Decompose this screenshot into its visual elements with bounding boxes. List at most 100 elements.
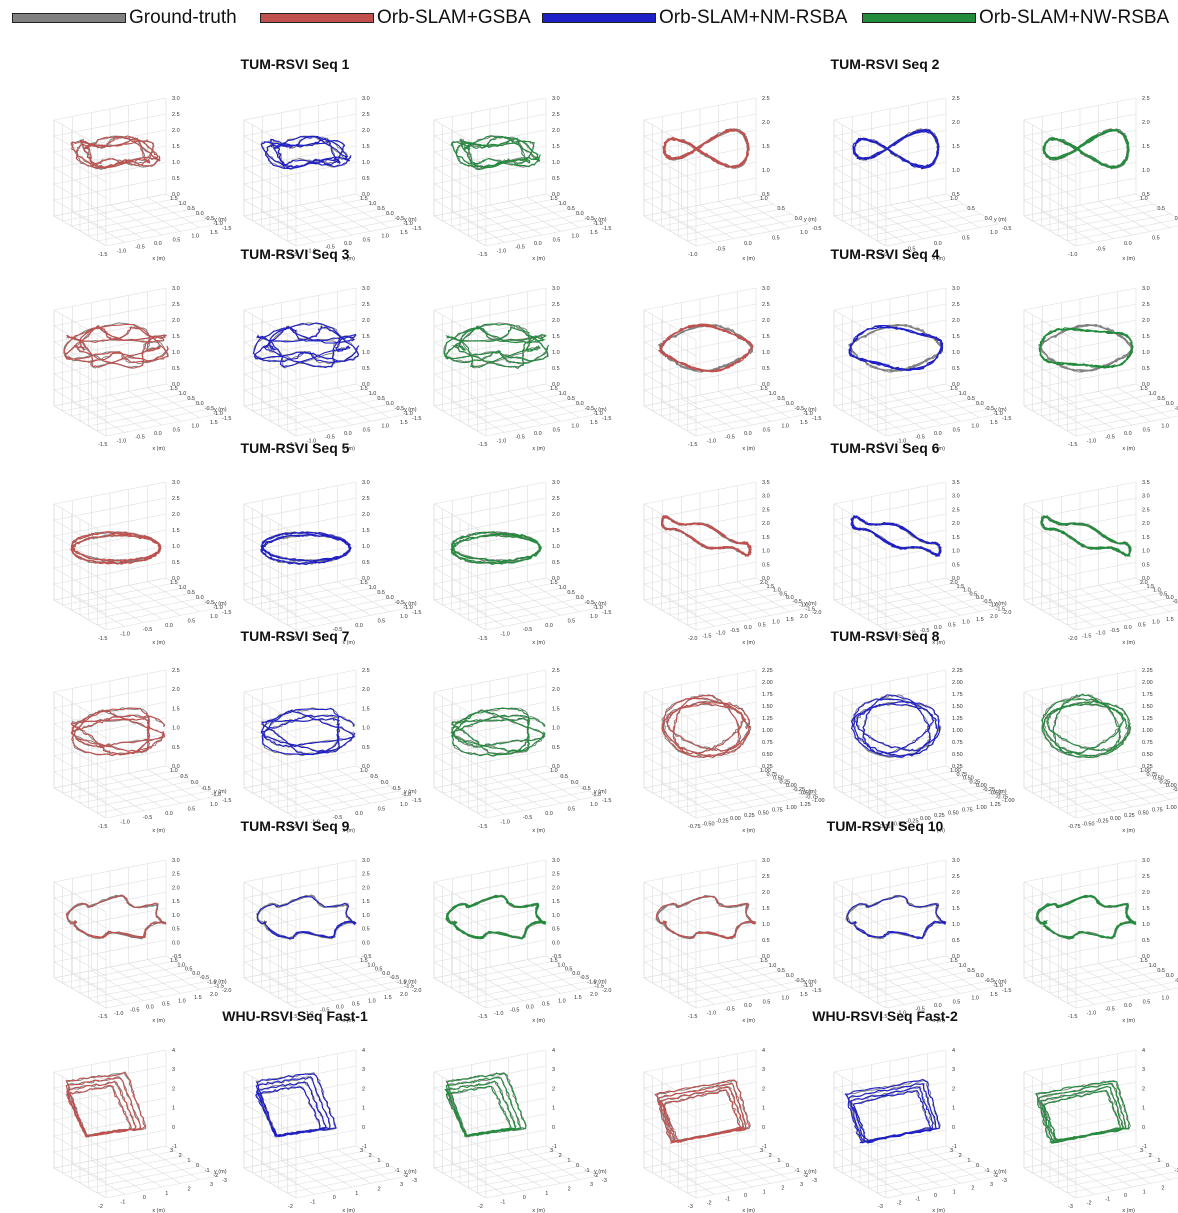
x-tick-label: -1 <box>725 1197 730 1203</box>
z-tick-label: 1.5 <box>952 535 960 541</box>
y-tick-label: 0 <box>786 1163 789 1169</box>
z-tick-label: 2.5 <box>952 96 960 102</box>
x-tick-label: 2 <box>378 1186 381 1192</box>
z-tick-label: 0.5 <box>362 745 370 751</box>
y-tick-label: 3 <box>170 1148 173 1154</box>
x-tick-label: 1.5 <box>574 995 582 1001</box>
z-tick-label: 1.5 <box>362 528 370 534</box>
y-tick-label: 1.5 <box>360 386 368 392</box>
x-tick-label: 1.0 <box>962 620 970 626</box>
x-tick-label: 0.5 <box>763 999 771 1005</box>
y-tick-label: 0.0 <box>1166 401 1174 407</box>
z-tick-label: 2.5 <box>172 668 180 674</box>
z-tick-label: 3.5 <box>762 480 770 486</box>
x-tick-label: 1 <box>763 1189 766 1195</box>
z-tick-label: 3.0 <box>172 480 180 486</box>
z-tick-label: 0.5 <box>172 927 180 933</box>
z-tick-label: 2.0 <box>762 890 770 896</box>
y-tick-label: 1.5 <box>360 196 368 202</box>
y-tick-label: 1.5 <box>550 580 558 586</box>
y-tick-label: 1.5 <box>170 580 178 586</box>
z-tick-label: 2.0 <box>552 128 560 134</box>
z-tick-label: 0.5 <box>1142 562 1150 568</box>
y-axis-label: y (m) <box>594 979 607 985</box>
y-tick-label: 0.5 <box>967 396 975 402</box>
z-tick-label: 2.5 <box>172 872 180 878</box>
z-tick-label: 2.0 <box>952 890 960 896</box>
x-tick-label: 1 <box>545 1191 548 1197</box>
estimated-trajectory <box>847 896 946 939</box>
z-tick-label: 0.5 <box>172 176 180 182</box>
y-axis-label: y (m) <box>594 407 607 413</box>
z-tick-label: 2.00 <box>762 680 773 686</box>
x-tick-label: 0.5 <box>173 427 181 433</box>
z-tick-label: 0.75 <box>952 740 963 746</box>
x-tick-label: 1.5 <box>384 995 392 1001</box>
y-tick-label: 1.5 <box>1140 958 1148 964</box>
y-axis-label: y (m) <box>594 217 607 223</box>
z-tick-label: 1.00 <box>762 728 773 734</box>
x-tick-label: 0.50 <box>1138 810 1149 816</box>
estimated-trajectory <box>659 324 753 372</box>
z-tick-label: 0.5 <box>1142 366 1150 372</box>
y-tick-label: 1 <box>567 1158 570 1164</box>
y-tick-label: 2 <box>559 1153 562 1159</box>
y-tick-label: 1.0 <box>369 585 377 591</box>
z-tick-label: 0.0 <box>362 940 370 946</box>
x-tick-label: 0 <box>523 1195 526 1201</box>
y-tick-label: 1 <box>967 1158 970 1164</box>
z-tick-label: 2.5 <box>762 302 770 308</box>
y-tick-label: -1 <box>585 1168 590 1174</box>
y-tick-label: 0.5 <box>777 968 785 974</box>
y-tick-label: 0.5 <box>1157 968 1165 974</box>
z-tick-label: 2.0 <box>362 318 370 324</box>
z-tick-label: 1.5 <box>552 528 560 534</box>
group-title: TUM-RSVI Seq 10 <box>590 818 1178 834</box>
x-tick-label: 0.5 <box>173 237 181 243</box>
y-tick-label: 2 <box>959 1153 962 1159</box>
z-tick-label: 1.5 <box>172 334 180 340</box>
y-tick-label: 0.5 <box>377 206 385 212</box>
z-tick-label: 3.0 <box>552 480 560 486</box>
z-tick-label: 3.0 <box>952 286 960 292</box>
x-tick-label: 2 <box>781 1186 784 1192</box>
z-tick-label: 2.5 <box>952 302 960 308</box>
z-tick-label: 2.0 <box>552 318 560 324</box>
z-tick-label: 2.0 <box>362 687 370 693</box>
y-tick-label: 1.0 <box>179 201 187 207</box>
z-tick-label: 3.0 <box>362 96 370 102</box>
y-tick-label: 1.0 <box>369 201 377 207</box>
z-tick-label: 0.75 <box>762 740 773 746</box>
z-tick-label: 1.0 <box>552 544 560 550</box>
trajectory-panel: 2.252.001.751.501.251.000.750.500.25-0.7… <box>988 648 1168 833</box>
z-tick-label: 0.5 <box>362 176 370 182</box>
z-tick-label: 1.5 <box>362 706 370 712</box>
y-tick-label: 2 <box>769 1153 772 1159</box>
y-tick-label: 1.0 <box>559 585 567 591</box>
y-tick-label: 0.0 <box>786 973 794 979</box>
axes-grid <box>1024 98 1178 246</box>
x-axis-label: x (m) <box>742 1208 755 1213</box>
trajectory-panel: 3.53.02.52.01.51.00.50.0-2.0-1.5-1.0-0.5… <box>798 460 978 645</box>
y-tick-label: 1.0 <box>1149 391 1157 397</box>
trajectory-panel: 3.02.52.01.51.00.50.0-1.5-1.0-0.50.00.51… <box>208 266 388 451</box>
y-tick-label: 0.5 <box>560 774 568 780</box>
trajectory-panel: 3.02.52.01.51.00.50.0-1.5-1.0-0.50.00.51… <box>988 838 1168 1023</box>
z-tick-label: 2.5 <box>552 496 560 502</box>
z-tick-label: 1.0 <box>172 726 180 732</box>
trajectory-panel: 3.53.02.52.01.51.00.50.0-2.0-1.5-1.0-0.5… <box>988 460 1168 645</box>
z-tick-label: 2.0 <box>952 120 960 126</box>
y-tick-label: 0.5 <box>1157 206 1165 212</box>
z-tick-label: 3 <box>762 1067 765 1073</box>
z-tick-label: 0.5 <box>362 560 370 566</box>
z-tick-label: 0 <box>172 1125 175 1131</box>
z-tick-label: 0.5 <box>172 745 180 751</box>
x-tick-label: 0 <box>1124 1193 1127 1199</box>
y-tick-label: 3 <box>1140 1148 1143 1154</box>
z-tick-label: 1.0 <box>1142 350 1150 356</box>
z-tick-label: 2.25 <box>952 668 963 674</box>
trajectory-panel: 2.52.01.51.00.50.0-1.5-1.0-0.50.00.51.01… <box>18 648 198 833</box>
z-tick-label: 1.0 <box>952 549 960 555</box>
axes-grid <box>54 670 218 818</box>
x-tick-label: 0.5 <box>378 618 386 624</box>
